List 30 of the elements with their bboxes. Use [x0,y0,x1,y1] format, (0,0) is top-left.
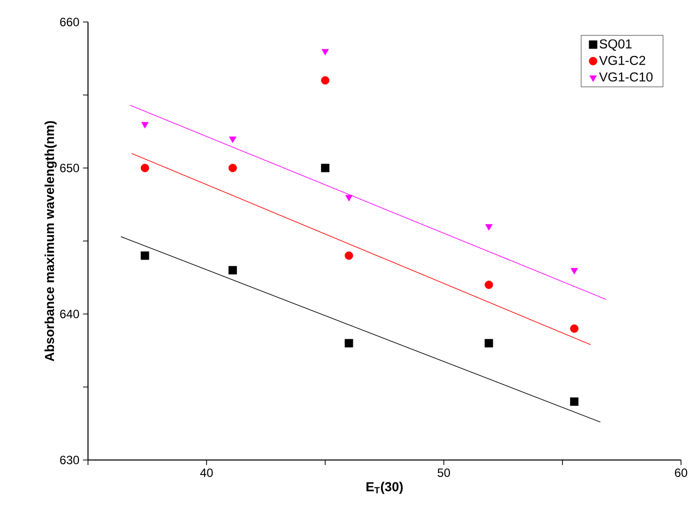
y-tick-label: 660 [60,18,80,26]
x-tick-label: 60 [674,468,688,477]
point [228,164,237,172]
point [140,164,150,172]
x-axis-title: E$_{T}$(30) [366,482,403,494]
x-tick-label: 50 [438,468,450,477]
point [570,268,578,274]
point [570,324,578,333]
point [484,280,494,289]
legend-label: SQ01 [600,39,632,51]
point [484,339,494,348]
point [321,164,330,172]
point [321,76,330,85]
point [141,122,149,128]
y-axis-title: Absorbance maximum wavelength(nm) [44,121,57,362]
y-tick-label: 630 [60,456,80,464]
point [322,49,329,56]
point [345,195,353,202]
legend-label: VG1-C10 [599,72,653,82]
point [229,136,236,143]
point [485,224,493,231]
point [228,266,237,274]
point [344,251,354,260]
x-tick-label: 40 [200,468,213,477]
point [344,339,354,348]
point [570,397,578,406]
y-tick-label: 650 [60,164,80,172]
legend-label: VG1-C2 [599,56,646,66]
point [140,251,150,260]
y-tick-label: 640 [60,310,80,318]
